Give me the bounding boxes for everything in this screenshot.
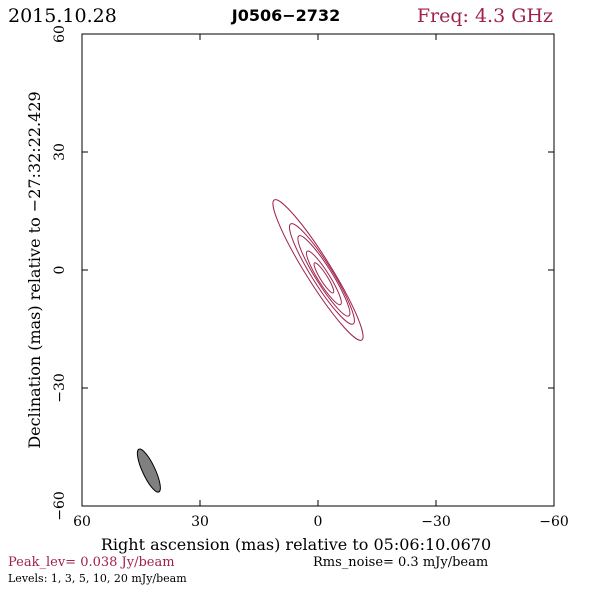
contour-level-10 [305,250,342,306]
x-tick-label: 60 [73,514,91,530]
peak-level: Peak_lev= 0.038 Jy/beam [8,555,175,570]
y-tick-label: 60 [52,25,68,43]
plot-frame [81,33,555,507]
y-tick-label: 0 [52,266,68,275]
y-axis-label: Declination (mas) relative to −27:32:22.… [25,91,44,448]
contour-level-3 [288,223,355,325]
x-tick-label: −30 [421,514,451,530]
y-tick-label: −60 [52,491,68,521]
x-tick-label: 0 [314,514,323,530]
y-tick-label: −30 [52,373,68,403]
contour-level-5 [297,235,351,317]
x-axis-label: Right ascension (mas) relative to 05:06:… [101,535,491,554]
x-tick-label: 30 [191,514,209,530]
y-tick-label: 30 [52,143,68,161]
restoring-beam [136,448,161,493]
x-tick-label: −60 [539,514,569,530]
observation-date: 2015.10.28 [8,5,117,27]
contour-level-1 [272,199,364,341]
contour-level-20 [313,262,335,294]
contour-levels: Levels: 1, 3, 5, 10, 20 mJy/beam [8,572,187,585]
rms-noise: Rms_noise= 0.3 mJy/beam [313,555,488,570]
frequency-label: Freq: 4.3 GHz [417,5,553,27]
source-name: J0506−2732 [231,6,340,25]
